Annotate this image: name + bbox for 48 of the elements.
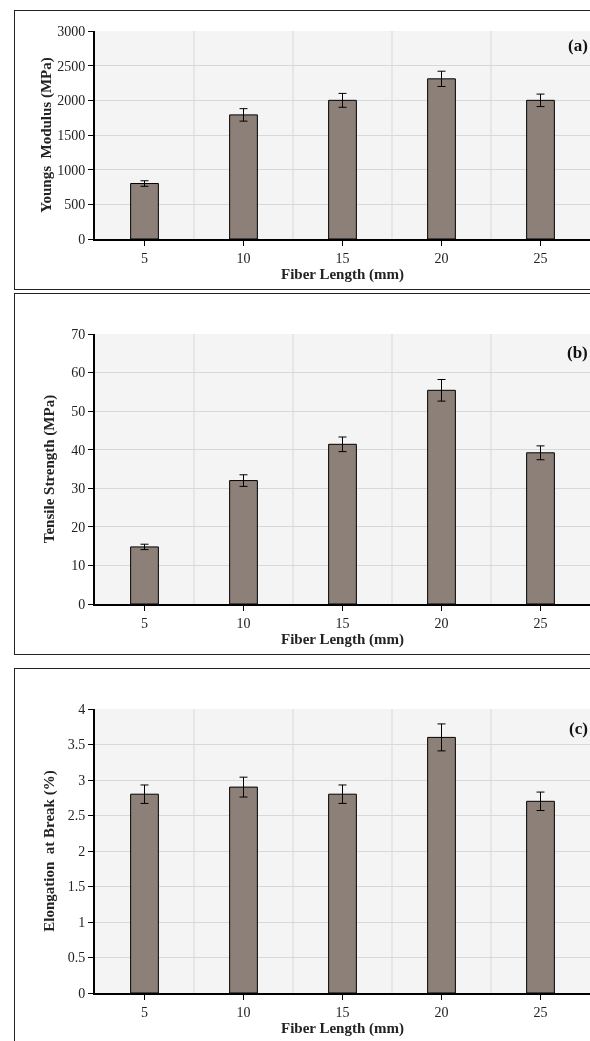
x-axis-title: Fiber Length (mm): [280, 631, 405, 649]
x-tick-label: 5: [141, 250, 148, 266]
y-tick-label: 70: [71, 326, 86, 342]
y-tick-label: 3000: [57, 23, 86, 39]
y-tick-label: 1500: [57, 127, 86, 143]
y-tick-label: 10: [71, 558, 86, 574]
y-tick-label: 50: [71, 404, 86, 420]
y-tick-label: 0: [78, 231, 86, 247]
x-tick-label: 15: [335, 1004, 350, 1020]
y-tick-label: 0.5: [67, 950, 86, 966]
y-tick-label: 30: [71, 481, 86, 497]
y-tick-label: 2.5: [67, 808, 86, 824]
x-axis-title: Fiber Length (mm): [280, 266, 405, 284]
y-tick-label: 0: [78, 596, 86, 612]
y-tick-label: 4: [78, 701, 86, 717]
y-tick-label: 500: [64, 197, 86, 213]
annotation: (a): [568, 36, 588, 55]
x-tick-label: 20: [434, 1004, 449, 1020]
y-tick-label: 3.5: [67, 737, 86, 753]
x-tick-label: 25: [533, 250, 548, 266]
x-tick-label: 5: [141, 615, 148, 631]
y-tick-label: 40: [71, 442, 86, 458]
x-tick-label: 25: [533, 615, 548, 631]
x-tick-label: 25: [533, 1004, 548, 1020]
x-tick-label: 20: [434, 250, 449, 266]
y-tick-label: 0: [78, 985, 86, 1001]
y-axis-title: Elongation at Break (%): [41, 770, 58, 932]
x-tick-label: 15: [335, 615, 350, 631]
x-axis-title: Fiber Length (mm): [280, 1020, 405, 1038]
y-tick-label: 1.5: [67, 879, 86, 895]
y-tick-label: 20: [71, 519, 86, 535]
x-tick-label: 5: [141, 1004, 148, 1020]
x-tick-label: 10: [236, 615, 251, 631]
annotation: (c): [569, 719, 588, 738]
x-tick-label: 10: [236, 250, 251, 266]
annotation: (b): [567, 343, 588, 362]
x-tick-label: 20: [434, 615, 449, 631]
x-tick-label: 10: [236, 1004, 251, 1020]
y-tick-label: 60: [71, 365, 86, 381]
y-axis-title: Tensile Strength (MPa): [41, 394, 58, 544]
y-tick-label: 1000: [57, 162, 86, 178]
y-tick-label: 2: [78, 843, 86, 859]
x-tick-label: 15: [335, 250, 350, 266]
y-tick-label: 2500: [57, 58, 86, 74]
y-tick-label: 1: [78, 914, 86, 930]
y-tick-label: 2000: [57, 93, 86, 109]
y-axis-title: Youngs Modulus (MPa): [38, 57, 56, 213]
y-tick-label: 3: [78, 772, 86, 788]
